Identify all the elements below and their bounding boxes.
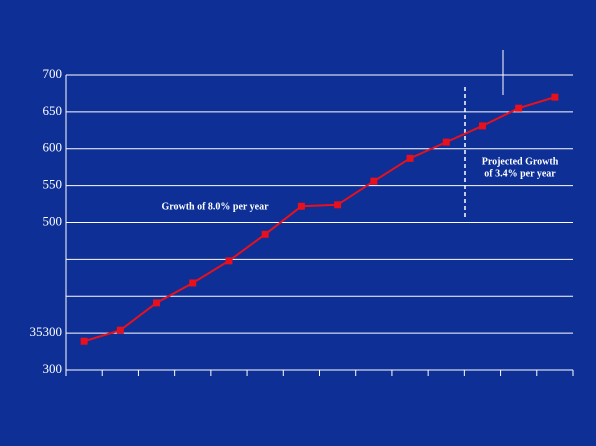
y-tick-label: 35300 — [30, 324, 63, 339]
point — [370, 177, 378, 185]
y-tick-label: 700 — [43, 66, 63, 81]
point — [116, 326, 124, 334]
y-tick-label: 650 — [43, 103, 63, 118]
point — [515, 104, 523, 112]
y-tick-label: 600 — [43, 140, 63, 155]
point — [551, 93, 559, 101]
annotation: of 3.4% per year — [484, 168, 556, 179]
point — [334, 201, 342, 209]
point — [80, 337, 88, 345]
y-tick-label: 300 — [43, 361, 63, 376]
point — [153, 299, 161, 307]
point — [478, 122, 486, 130]
y-tick-label: 500 — [43, 213, 63, 228]
annotation: Growth of 8.0% per year — [161, 201, 269, 212]
point — [225, 257, 233, 265]
series-line — [83, 96, 556, 343]
point — [189, 279, 197, 287]
point — [442, 138, 450, 146]
point — [261, 230, 269, 238]
point — [406, 154, 414, 162]
y-tick-label: 550 — [43, 177, 63, 192]
point — [297, 202, 305, 210]
annotation: Projected Growth — [482, 156, 559, 167]
